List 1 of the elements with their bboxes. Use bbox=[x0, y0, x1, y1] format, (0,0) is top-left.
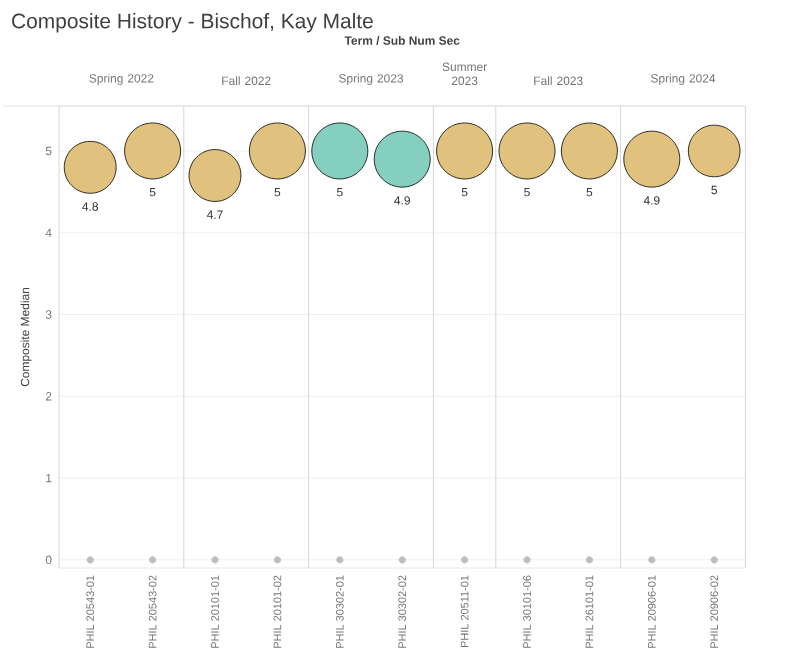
text: Composite History - Bischof, Kay Malte bbox=[12, 13, 373, 33]
